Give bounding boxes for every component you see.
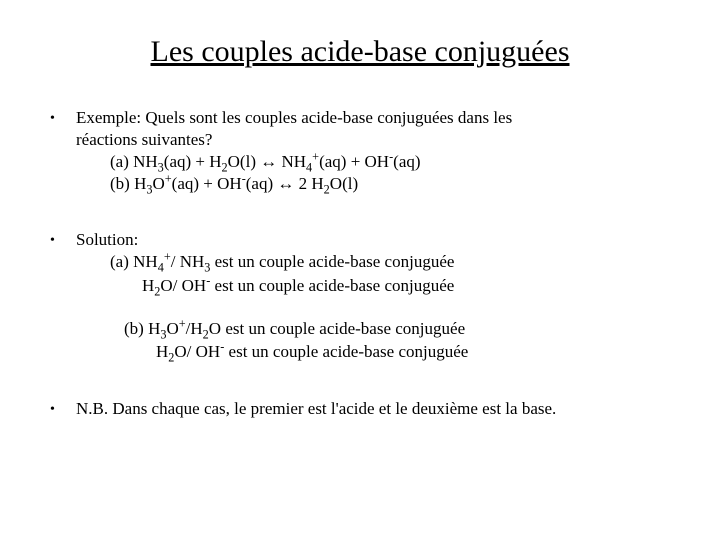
solution-block: • Solution: (a) NH4+/ NH3 est un couple …	[50, 229, 670, 363]
slide-title: Les couples acide-base conjuguées	[50, 35, 670, 69]
bullet-icon: •	[50, 229, 76, 250]
exemple-content: Exemple: Quels sont les couples acide-ba…	[76, 107, 670, 195]
equation-b: (b) H3O+(aq) + OH-(aq) ↔ 2 H2O(l)	[76, 173, 670, 195]
solution-b2: H2O/ OH- est un couple acide-base conjug…	[76, 341, 670, 363]
exemple-label: Exemple:	[76, 108, 141, 127]
solution-b1: (b) H3O+/H2O est un couple acide-base co…	[76, 318, 670, 340]
solution-label: Solution:	[76, 229, 670, 251]
solution-content: Solution: (a) NH4+/ NH3 est un couple ac…	[76, 229, 670, 363]
exemple-question2: réactions suivantes?	[76, 129, 670, 151]
exemple-block: • Exemple: Quels sont les couples acide-…	[50, 107, 670, 195]
nb-block: • N.B. Dans chaque cas, le premier est l…	[50, 398, 670, 420]
nb-text: N.B. Dans chaque cas, le premier est l'a…	[76, 398, 670, 420]
bullet-icon: •	[50, 107, 76, 128]
bullet-icon: •	[50, 398, 76, 419]
exemple-question: Quels sont les couples acide-base conjug…	[145, 108, 512, 127]
solution-a2: H2O/ OH- est un couple acide-base conjug…	[76, 275, 670, 297]
equation-a: (a) NH3(aq) + H2O(l) ↔ NH4+(aq) + OH-(aq…	[76, 151, 670, 173]
solution-a1: (a) NH4+/ NH3 est un couple acide-base c…	[76, 251, 670, 273]
